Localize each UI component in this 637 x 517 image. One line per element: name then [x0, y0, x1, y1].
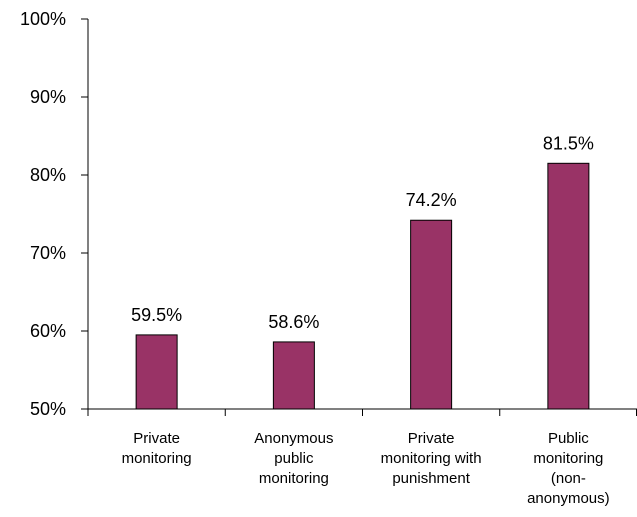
- category-label: (non-: [551, 470, 586, 487]
- y-tick-label: 100%: [20, 9, 66, 29]
- y-tick-label: 70%: [30, 243, 66, 263]
- bar: [135, 334, 178, 410]
- category-label: Anonymous: [254, 430, 333, 447]
- category-label: public: [274, 450, 314, 467]
- data-label: 74.2%: [406, 190, 457, 210]
- y-tick-label: 90%: [30, 87, 66, 107]
- category-label: punishment: [392, 470, 470, 487]
- y-tick-label: 50%: [30, 399, 66, 419]
- category-labels: Private monitoring Anonymous public monitori…: [122, 430, 610, 507]
- y-tick-label: 80%: [30, 165, 66, 185]
- y-axis: 50% 60% 70% 80% 90% 100%: [20, 9, 89, 419]
- category-label: monitoring: [122, 450, 192, 467]
- category-label: Public: [548, 430, 589, 447]
- bar: [272, 341, 315, 410]
- data-labels: 59.5% 58.6% 74.2% 81.5%: [131, 133, 594, 332]
- data-label: 81.5%: [543, 133, 594, 153]
- category-label: Private: [408, 430, 455, 447]
- bar: [410, 219, 453, 410]
- y-tick-label: 60%: [30, 321, 66, 341]
- data-label: 58.6%: [268, 312, 319, 332]
- data-label: 59.5%: [131, 305, 182, 325]
- category-label: monitoring: [259, 470, 329, 487]
- x-axis: [87, 408, 637, 416]
- category-label: Private: [133, 430, 180, 447]
- bar: [547, 162, 590, 410]
- category-label: monitoring: [533, 450, 603, 467]
- bars: [135, 162, 590, 410]
- category-label: anonymous): [527, 490, 610, 507]
- category-label: monitoring with: [381, 450, 482, 467]
